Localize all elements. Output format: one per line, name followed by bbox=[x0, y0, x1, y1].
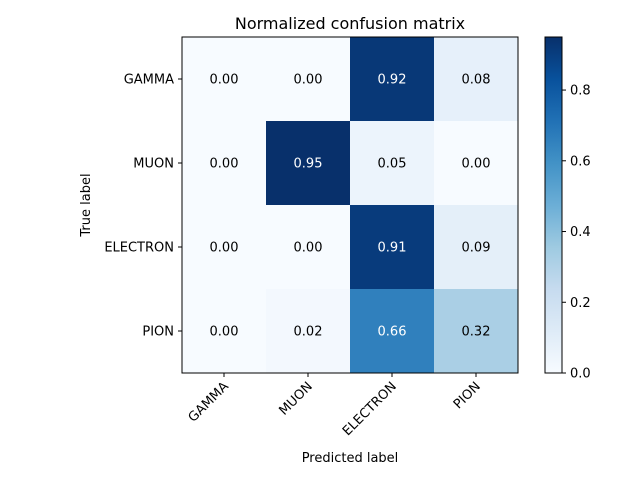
x-tick-label: ELECTRON bbox=[340, 379, 400, 439]
cell-value-label: 0.95 bbox=[294, 157, 323, 172]
y-tick-label: GAMMA bbox=[124, 73, 174, 88]
heatmap-cell bbox=[350, 205, 435, 290]
cell-value-label: 0.00 bbox=[210, 325, 239, 340]
x-axis-label: Predicted label bbox=[302, 451, 399, 466]
heatmap-cell bbox=[266, 121, 351, 206]
heatmap-cell bbox=[182, 289, 267, 374]
plot-frame bbox=[181, 36, 519, 374]
y-tick-label: MUON bbox=[133, 157, 174, 172]
x-axis-ticks: GAMMA MUON ELECTRON PION bbox=[186, 373, 484, 439]
heatmap-cell bbox=[182, 205, 267, 290]
x-tick-label: MUON bbox=[276, 379, 315, 418]
cell-value-label: 0.32 bbox=[462, 325, 491, 340]
colorbar-tick-label: 0.6 bbox=[570, 154, 591, 169]
heatmap-cell bbox=[434, 205, 519, 290]
heatmap-cell bbox=[434, 37, 519, 122]
heatmap-cell bbox=[350, 289, 435, 374]
heatmap-cell bbox=[350, 37, 435, 122]
heatmap-cell bbox=[182, 121, 267, 206]
colorbar-tick-label: 0.8 bbox=[570, 84, 591, 99]
colorbar-tick-label: 0.0 bbox=[570, 367, 591, 382]
heatmap-cell bbox=[266, 289, 351, 374]
heatmap-cell bbox=[182, 37, 267, 122]
cell-value-label: 0.02 bbox=[294, 325, 323, 340]
heatmap-cell bbox=[266, 205, 351, 290]
cell-value-label: 0.00 bbox=[210, 241, 239, 256]
cell-value-label: 0.00 bbox=[294, 241, 323, 256]
cell-value-label: 0.00 bbox=[210, 73, 239, 88]
cell-value-label: 0.08 bbox=[462, 73, 491, 88]
cell-value-label: 0.92 bbox=[378, 73, 407, 88]
heatmap-cell bbox=[434, 289, 519, 374]
y-axis-label: True label bbox=[79, 173, 94, 237]
colorbar-ticks: 0.0 0.2 0.4 0.6 0.8 bbox=[562, 84, 591, 382]
heatmap-cell bbox=[266, 37, 351, 122]
colorbar bbox=[544, 36, 563, 374]
cell-value-label: 0.00 bbox=[294, 73, 323, 88]
heatmap-cells bbox=[182, 37, 519, 374]
x-tick-label: GAMMA bbox=[186, 379, 232, 425]
y-tick-label: ELECTRON bbox=[104, 241, 174, 256]
cell-value-label: 0.00 bbox=[210, 157, 239, 172]
heatmap-cell-labels: 0.00 0.00 0.92 0.08 0.00 0.95 0.05 0.00 0.00 0.00… bbox=[210, 73, 491, 340]
colorbar-tick-label: 0.2 bbox=[570, 296, 591, 311]
heatmap-cell bbox=[350, 121, 435, 206]
y-tick-label: PION bbox=[142, 325, 174, 340]
cell-value-label: 0.00 bbox=[462, 157, 491, 172]
colorbar-tick-label: 0.4 bbox=[570, 225, 591, 240]
cell-value-label: 0.66 bbox=[378, 325, 407, 340]
heatmap-cell bbox=[434, 121, 519, 206]
cell-value-label: 0.91 bbox=[378, 241, 407, 256]
y-axis-ticks: GAMMA MUON ELECTRON PION bbox=[104, 73, 182, 340]
chart-title: Normalized confusion matrix bbox=[235, 14, 465, 33]
cell-value-label: 0.09 bbox=[462, 241, 491, 256]
x-tick-label: PION bbox=[451, 379, 484, 412]
cell-value-label: 0.05 bbox=[378, 157, 407, 172]
